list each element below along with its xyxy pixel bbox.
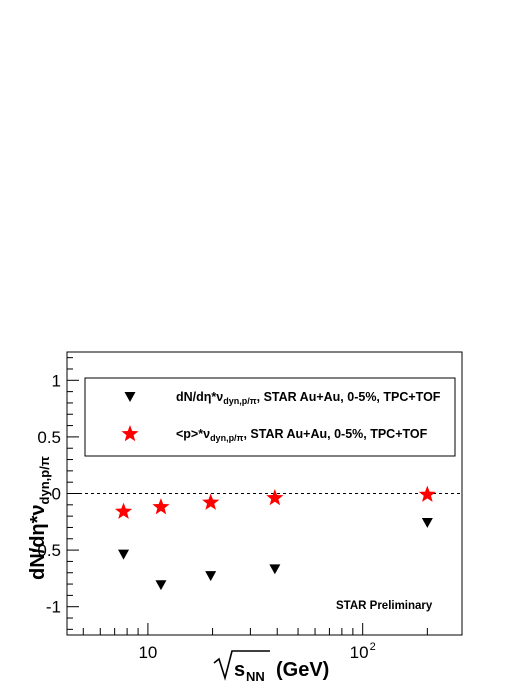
- x-axis-subscript: NN: [246, 669, 265, 684]
- x-axis-ticks: [82, 623, 428, 635]
- y-axis-ticks: [67, 357, 79, 630]
- star-marker: [152, 498, 170, 515]
- legend-label: dN/dη*νdyn,p/π, STAR Au+Au, 0-5%, TPC+TO…: [176, 390, 441, 406]
- x-axis-tick-labels: 10 102: [138, 641, 375, 662]
- legend-label: <p>*νdyn,p/π, STAR Au+Au, 0-5%, TPC+TOF: [176, 427, 428, 443]
- svg-text:dN/dη*νdyn,p/π: dN/dη*νdyn,p/π: [27, 456, 52, 580]
- triangle-marker: [118, 549, 130, 560]
- triangle-marker: [269, 564, 281, 575]
- legend-marker: [121, 425, 139, 442]
- x-tick-label: 102: [350, 641, 376, 662]
- legend-box: [84, 377, 456, 457]
- x-axis-unit: (GeV): [276, 659, 329, 681]
- y-axis-subscript: dyn,p/π: [37, 456, 52, 504]
- x-axis-root-var: s: [234, 659, 245, 681]
- sqrt-symbol: [213, 650, 270, 681]
- triangle-marker: [155, 580, 167, 591]
- y-axis-tick-labels: 1 0.5 0 -0.5 -1: [32, 371, 61, 616]
- x-tick-label: 10: [138, 643, 157, 662]
- star-marker: [266, 489, 284, 506]
- star-marker: [202, 493, 220, 510]
- triangle-marker: [205, 571, 217, 582]
- y-axis-main: dN/dη*ν: [27, 504, 49, 580]
- annotation-text: STAR Preliminary: [336, 600, 433, 612]
- y-tick-label: -0.5: [32, 541, 61, 560]
- y-tick-label: 0.5: [37, 428, 61, 447]
- legend: dN/dη*νdyn,p/π, STAR Au+Au, 0-5%, TPC+TO…: [84, 377, 456, 457]
- y-axis-title: dN/dη*νdyn,p/π: [27, 456, 52, 580]
- y-tick-label: -1: [46, 598, 61, 617]
- y-tick-label: 0: [52, 485, 61, 504]
- legend-marker: [124, 392, 136, 402]
- triangle-marker: [421, 517, 433, 528]
- y-tick-label: 1: [52, 371, 61, 390]
- star-marker: [114, 502, 133, 519]
- x-axis-title: s NN (GeV): [213, 650, 329, 684]
- data-markers: [114, 485, 436, 591]
- star-marker: [418, 485, 436, 502]
